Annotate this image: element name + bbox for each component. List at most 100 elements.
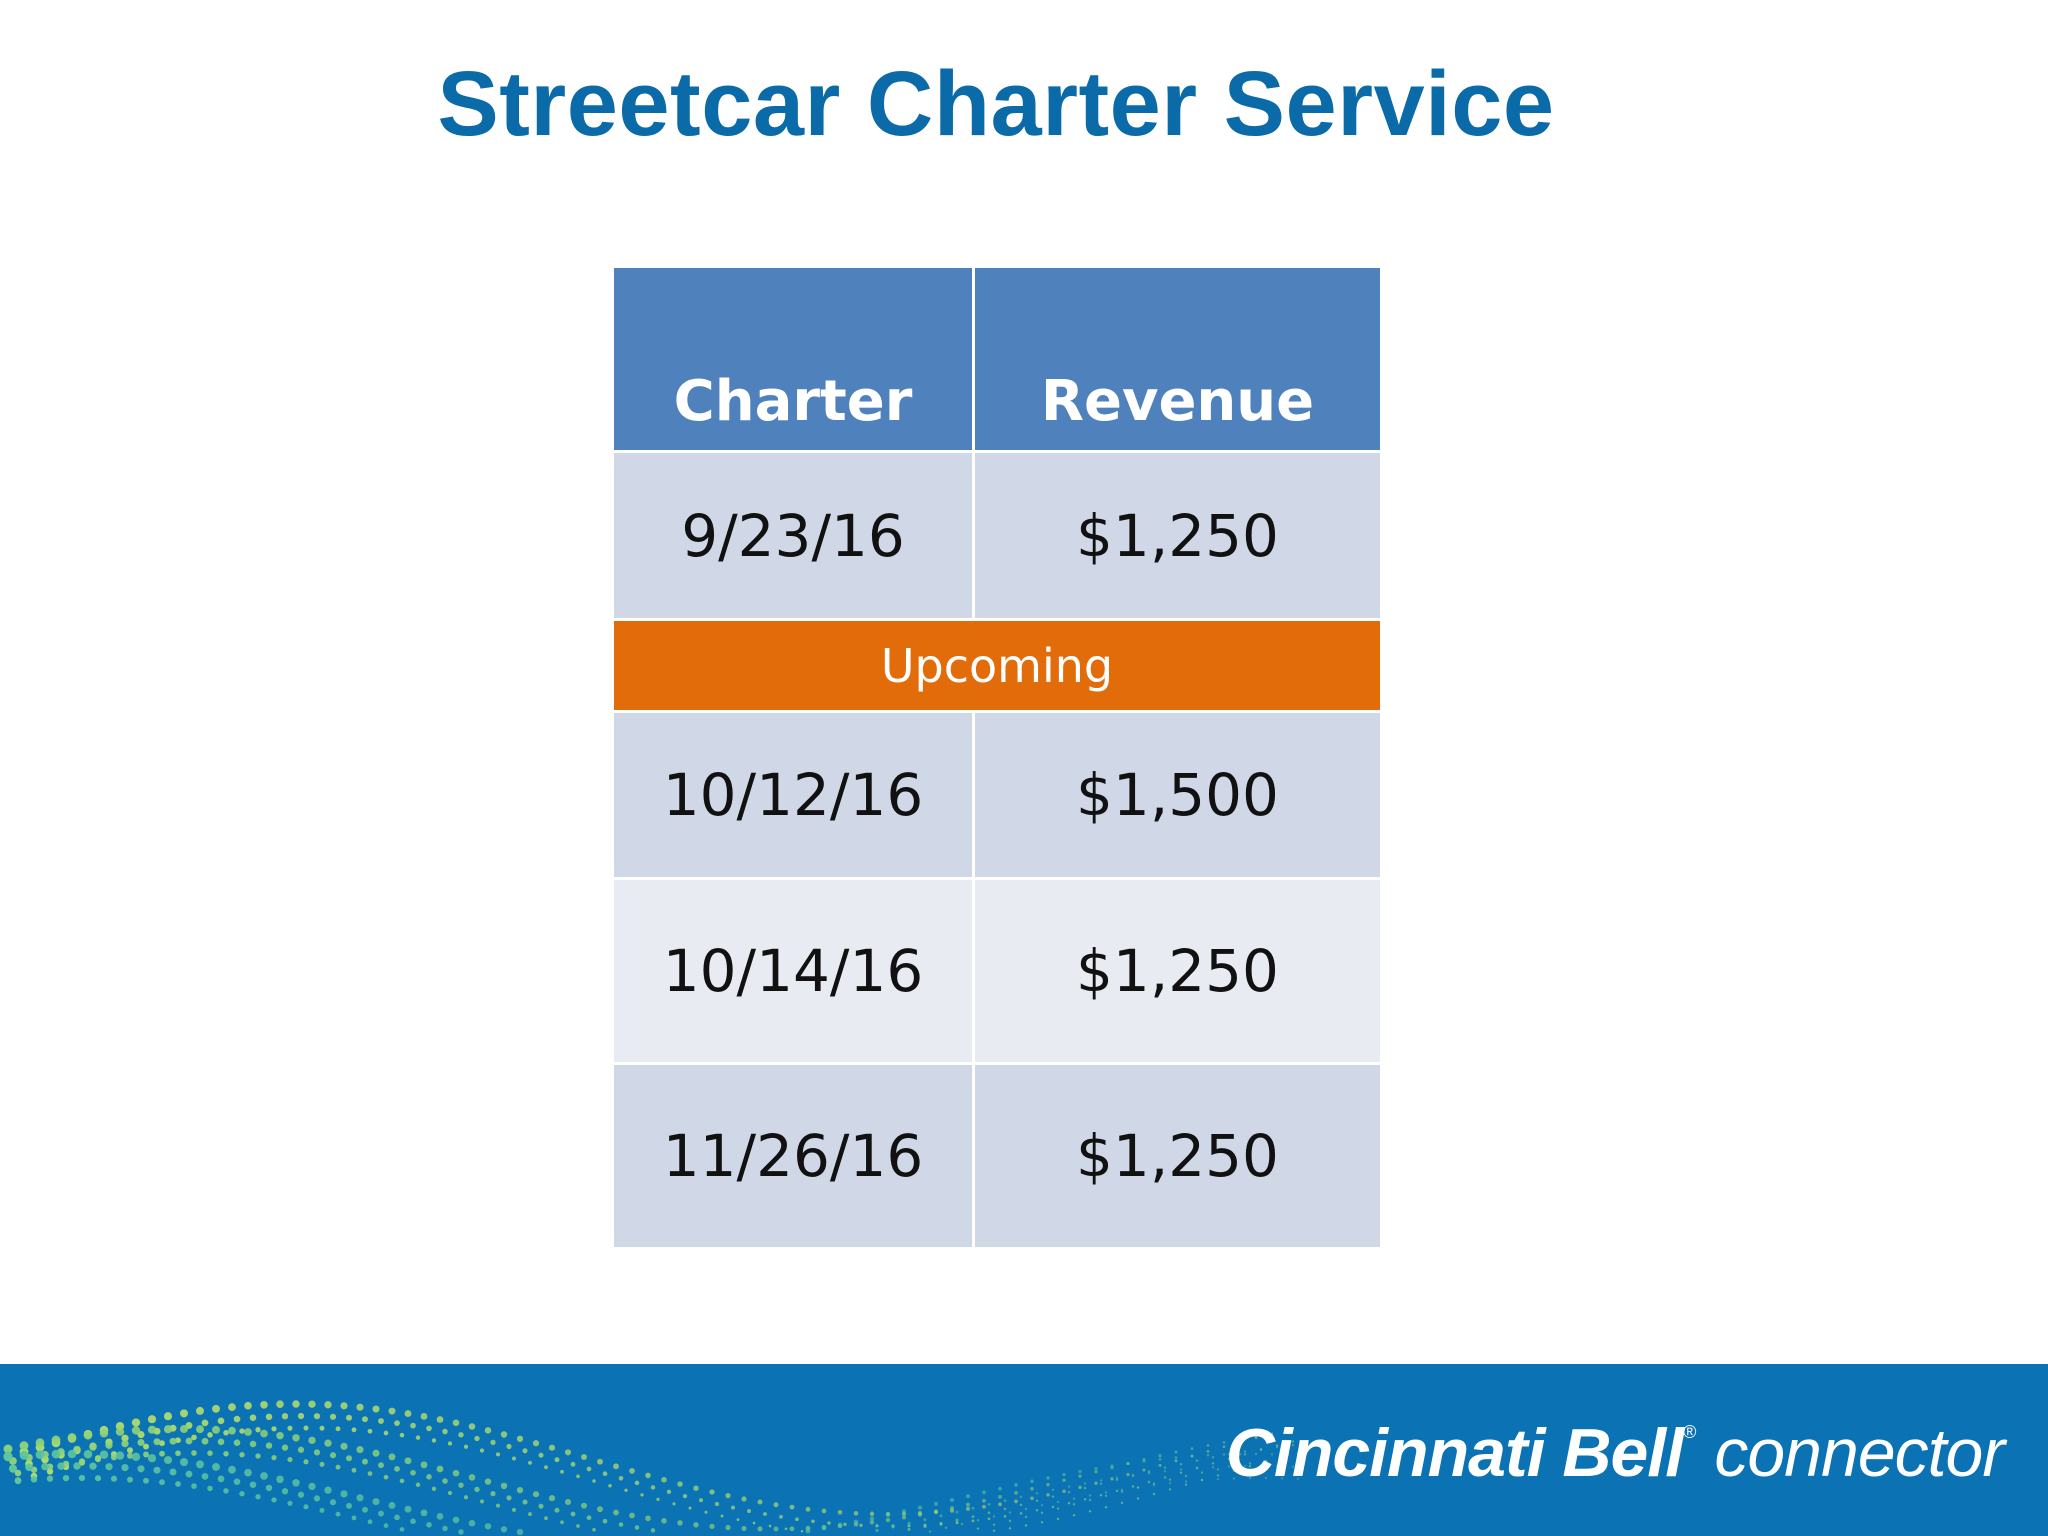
wave-dot (1158, 1463, 1162, 1467)
wave-dot (709, 1489, 715, 1495)
wave-dot (516, 1435, 524, 1442)
table-row: 10/14/16 $1,250 (614, 880, 1380, 1065)
wave-dot (1067, 1502, 1071, 1505)
wave-dot (179, 1409, 189, 1418)
wave-dot (362, 1458, 368, 1465)
wave-dot (1147, 1472, 1151, 1475)
wave-dot (736, 1518, 740, 1522)
wave-dot (1270, 1433, 1274, 1437)
wave-dot (468, 1474, 476, 1481)
wave-dot (169, 1437, 177, 1445)
wave-dot (1232, 1477, 1236, 1480)
wave-dot (105, 1463, 113, 1471)
wave-dot (1051, 1495, 1055, 1498)
wave-dot (725, 1524, 731, 1531)
wave-dot (378, 1510, 384, 1517)
wave-dot (1003, 1499, 1007, 1502)
wave-dot (351, 1467, 357, 1473)
wave-dot (1030, 1479, 1034, 1484)
charter-table: Charter Revenue 9/23/16 $1,250 Upcoming … (614, 268, 1380, 1247)
wave-dot (725, 1492, 731, 1499)
wave-dot (1286, 1431, 1290, 1435)
wave-dot (698, 1498, 704, 1503)
wave-dot (1051, 1505, 1055, 1509)
wave-dot (313, 1413, 321, 1420)
wave-dot (1019, 1503, 1023, 1507)
wave-dot (1259, 1448, 1263, 1452)
wave-dot (404, 1457, 412, 1465)
upcoming-section-row: Upcoming (614, 621, 1380, 713)
wave-dot (624, 1488, 628, 1492)
wave-dot (1030, 1486, 1034, 1491)
wave-dot (1179, 1468, 1183, 1471)
wave-dot (773, 1502, 779, 1508)
wave-dot (548, 1495, 556, 1502)
wave-dot (255, 1494, 261, 1500)
wave-dot (324, 1439, 332, 1447)
wave-dot (1254, 1452, 1258, 1456)
wave-dot (1035, 1499, 1039, 1503)
wave-dot (228, 1403, 236, 1411)
wave-dot (613, 1509, 619, 1516)
wave-dot (490, 1439, 496, 1446)
wave-dot (51, 1435, 61, 1445)
wave-dot (319, 1425, 325, 1431)
wave-dot (1019, 1495, 1023, 1499)
wave-dot (581, 1454, 587, 1460)
wave-dot (463, 1444, 469, 1449)
wave-dot (324, 1401, 332, 1409)
wave-dot (410, 1422, 416, 1429)
wave-dot (650, 1528, 656, 1533)
wave-dot (1291, 1465, 1295, 1468)
wave-dot (512, 1456, 516, 1461)
revenue-cell: $1,250 (1076, 501, 1279, 570)
wave-dot (1222, 1445, 1226, 1449)
wave-dot (837, 1522, 843, 1528)
wave-dot (982, 1490, 986, 1495)
wave-dot (287, 1425, 293, 1431)
wave-dot (127, 1476, 133, 1483)
wave-dot (1008, 1519, 1012, 1523)
wave-dot (1003, 1507, 1007, 1511)
wave-dot (1216, 1478, 1220, 1481)
wave-dot (351, 1427, 357, 1433)
wave-dot (463, 1495, 469, 1500)
wave-dot (1126, 1461, 1130, 1465)
wave-dot (110, 1475, 118, 1482)
wave-dot (987, 1503, 991, 1506)
wave-dot (67, 1449, 77, 1459)
wave-dot (602, 1471, 608, 1477)
wave-dot (143, 1443, 149, 1450)
wave-dot (789, 1504, 795, 1510)
wave-dot (1062, 1472, 1066, 1477)
wave-dot (1072, 1503, 1076, 1506)
wave-dot (960, 1522, 964, 1526)
wave-dot (115, 1451, 125, 1460)
wave-dot (110, 1454, 118, 1461)
wave-dot (1248, 1465, 1252, 1468)
wave-dot (490, 1490, 496, 1497)
wave-dot (693, 1522, 699, 1528)
wave-dot (83, 1430, 93, 1440)
wave-dot (394, 1466, 400, 1472)
wave-dot (827, 1521, 831, 1525)
wave-dot (249, 1481, 257, 1488)
wave-dot (89, 1443, 97, 1451)
wave-dot (431, 1486, 437, 1491)
wave-dot (1094, 1466, 1098, 1471)
wave-dot (19, 1450, 29, 1460)
wave-dot (447, 1441, 453, 1446)
wave-dot (576, 1474, 580, 1479)
wave-dot (650, 1485, 656, 1490)
wave-dot (1115, 1489, 1119, 1493)
wave-dot (1024, 1507, 1028, 1511)
wave-dot (1062, 1478, 1066, 1483)
table-row: 10/12/16 $1,500 (614, 713, 1380, 880)
wave-dot (1211, 1462, 1215, 1465)
wave-dot (1174, 1450, 1178, 1454)
wave-dot (458, 1529, 464, 1535)
wave-dot (1227, 1453, 1231, 1456)
wave-dot (554, 1457, 560, 1463)
wave-dot (923, 1518, 927, 1522)
wave-dot (1008, 1527, 1012, 1530)
